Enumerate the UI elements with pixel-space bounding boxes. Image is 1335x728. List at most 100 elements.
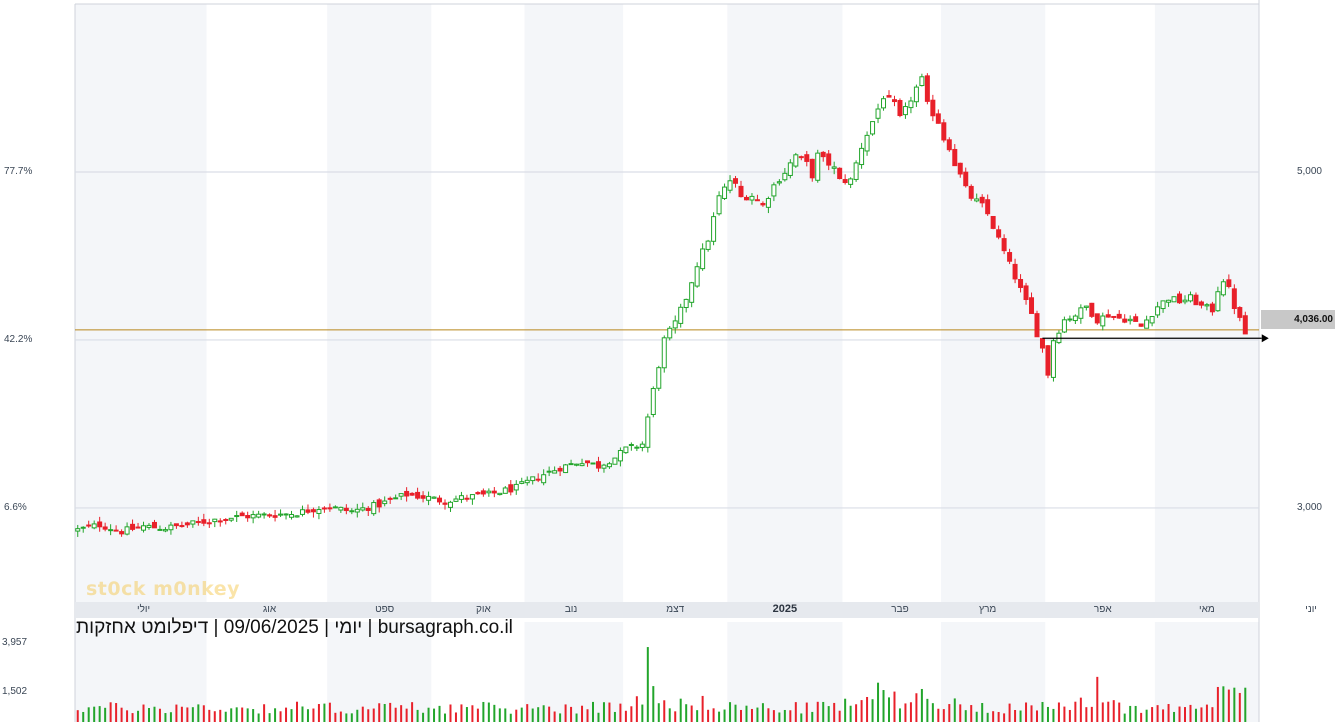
candle-body (91, 523, 97, 529)
candle-body (1001, 238, 1007, 252)
candle-body (327, 507, 333, 510)
candle-body (431, 496, 437, 499)
volume-bar (219, 709, 222, 722)
candle-body (782, 172, 788, 181)
volume-bar (241, 707, 244, 722)
candle-body (294, 515, 300, 518)
caption-main: 09/06/2025 | דיפלומט אחזקות | bursagraph… (76, 617, 513, 638)
volume-bar (350, 713, 353, 722)
volume-bar (981, 702, 984, 722)
candle-body (1072, 315, 1078, 322)
candle-body (809, 158, 815, 179)
volume-bar (1162, 709, 1165, 722)
volume-bar (1184, 707, 1186, 722)
candle-body (946, 139, 952, 151)
candle-body (617, 450, 623, 462)
volume-bar (191, 707, 194, 722)
candle-body (124, 526, 130, 535)
month-band (727, 4, 843, 602)
candle-body (256, 513, 262, 518)
candle-body (190, 520, 196, 525)
candle-body (881, 98, 887, 109)
volume-bar (126, 710, 129, 722)
candle-body (579, 463, 585, 467)
volume-bar (1036, 710, 1038, 722)
candle-body (157, 528, 163, 531)
candle-body (837, 167, 843, 180)
candle-body (563, 464, 569, 474)
volume-bar (169, 712, 172, 722)
candle-body (623, 446, 629, 454)
volume-bar (1194, 708, 1197, 722)
candle-body (1100, 315, 1106, 327)
volume-bar (871, 699, 874, 722)
month-tick-label: יולי (136, 604, 151, 615)
volume-bar (312, 708, 315, 722)
volume-bar (822, 701, 825, 722)
volume-bar (422, 712, 425, 722)
candle-body (475, 492, 481, 495)
volume-bar (630, 706, 633, 722)
month-tick-label: ספט (375, 604, 395, 615)
volume-bar (1003, 713, 1006, 722)
volume-bar (180, 706, 183, 722)
volume-bar (526, 704, 529, 722)
candle-body (678, 306, 684, 324)
volume-bar (756, 707, 759, 722)
candle-body (212, 518, 218, 523)
volume-bar (1101, 702, 1104, 722)
candle-body (162, 529, 168, 532)
volume-bar (750, 708, 753, 722)
volume-bar (570, 706, 573, 722)
candle-body (343, 507, 349, 512)
volume-bar (674, 711, 677, 722)
candle-body (245, 514, 251, 519)
percent-tick-label: 42.2% (4, 333, 33, 345)
candle-body (552, 470, 558, 474)
month-tick-label: פבר (891, 604, 909, 615)
volume-bar (1211, 707, 1214, 722)
volume-bar (663, 700, 666, 722)
candle-body (113, 529, 119, 532)
volume-bar (931, 703, 934, 722)
volume-bar (866, 696, 869, 722)
candle-body (1182, 299, 1188, 303)
candle-body (924, 75, 930, 102)
volume-bar (548, 706, 551, 722)
volume-bar (482, 701, 485, 722)
volume-bar (317, 704, 320, 722)
candle-body (376, 499, 382, 508)
candle-body (585, 460, 591, 464)
candle-body (267, 514, 273, 517)
volume-bar (860, 700, 863, 722)
volume-bar (564, 704, 567, 722)
candle-body (393, 497, 399, 500)
candle-body (1149, 316, 1155, 324)
candle-body (864, 134, 870, 152)
volume-bar (301, 706, 304, 722)
candle-body (760, 202, 766, 206)
volume-bar (1216, 686, 1219, 722)
candle-body (667, 327, 673, 339)
candle-body (875, 108, 881, 119)
candle-body (141, 525, 147, 531)
volume-bar (1173, 711, 1176, 722)
volume-bar (898, 708, 901, 722)
candle-body (524, 479, 530, 484)
volume-bar (729, 702, 732, 722)
candle-body (902, 106, 908, 116)
volume-bar (1145, 709, 1148, 722)
percent-tick-label: 6.6% (4, 501, 27, 513)
candle-body (458, 495, 464, 500)
volume-bar (1079, 697, 1082, 722)
candle-body (130, 523, 136, 530)
volume-bar (1244, 687, 1247, 722)
volume-bar (76, 710, 79, 722)
candle-body (146, 524, 152, 528)
volume-bar (740, 709, 742, 722)
volume-bar (734, 704, 737, 722)
volume-bar (827, 706, 830, 722)
caption-suffix: יומי | (324, 617, 363, 638)
candle-body (590, 462, 596, 465)
